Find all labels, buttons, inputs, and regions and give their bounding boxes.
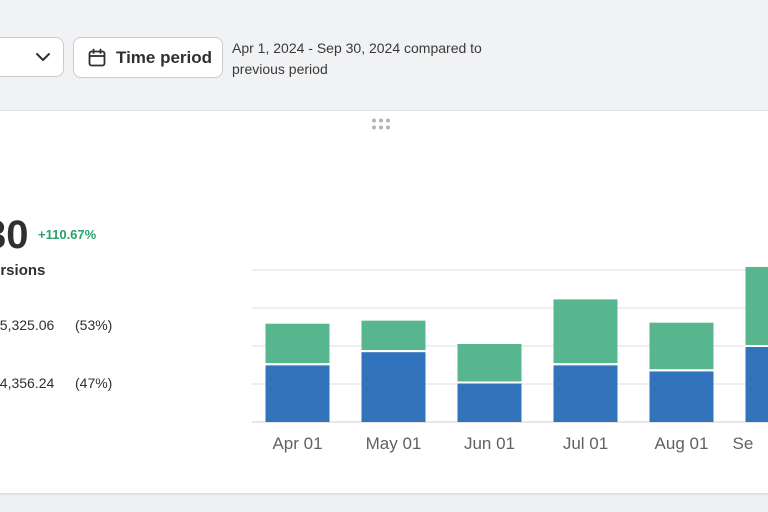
bar-segment-bottom[interactable] <box>265 365 330 422</box>
bar-segment-top[interactable] <box>745 266 768 345</box>
bar-segment-top[interactable] <box>553 299 618 364</box>
chevron-down-icon <box>36 53 50 61</box>
bar-segment-top[interactable] <box>265 323 330 364</box>
x-tick-label: Apr 01 <box>272 434 322 453</box>
summary-card <box>0 111 768 493</box>
bar-segment-bottom[interactable] <box>361 352 426 422</box>
time-period-button[interactable]: Time period <box>73 37 223 78</box>
drag-handle-icon[interactable] <box>371 118 391 130</box>
breakdown-percent-2: (47%) <box>75 375 113 391</box>
x-tick-label: Aug 01 <box>655 434 709 453</box>
calendar-icon <box>88 48 106 66</box>
bar-segment-bottom[interactable] <box>745 347 768 422</box>
total-value: 30 <box>0 213 29 257</box>
x-tick-label: May 01 <box>366 434 422 453</box>
x-tick-label: Se <box>733 434 754 453</box>
breakdown-value-2: 74,356.24 <box>0 375 55 391</box>
x-tick-label: Jul 01 <box>563 434 608 453</box>
bar-segment-top[interactable] <box>361 320 426 351</box>
bar-segment-bottom[interactable] <box>553 365 618 422</box>
metric-label: ersions <box>0 262 46 279</box>
filter-dropdown[interactable] <box>0 37 64 77</box>
date-range-text: Apr 1, 2024 - Sep 30, 2024 compared to p… <box>232 40 482 77</box>
bar-segment-top[interactable] <box>457 343 522 382</box>
x-tick-label: Jun 01 <box>464 434 515 453</box>
breakdown-value-1: 35,325.06 <box>0 317 55 333</box>
bar-segment-bottom[interactable] <box>457 383 522 422</box>
bar-segment-top[interactable] <box>649 322 714 370</box>
toolbar: Time period Apr 1, 2024 - Sep 30, 2024 c… <box>0 0 768 111</box>
breakdown-percent-1: (53%) <box>75 317 113 333</box>
time-period-label: Time period <box>116 47 213 67</box>
bar-segment-bottom[interactable] <box>649 371 714 422</box>
change-badge: +110.67% <box>38 227 97 242</box>
